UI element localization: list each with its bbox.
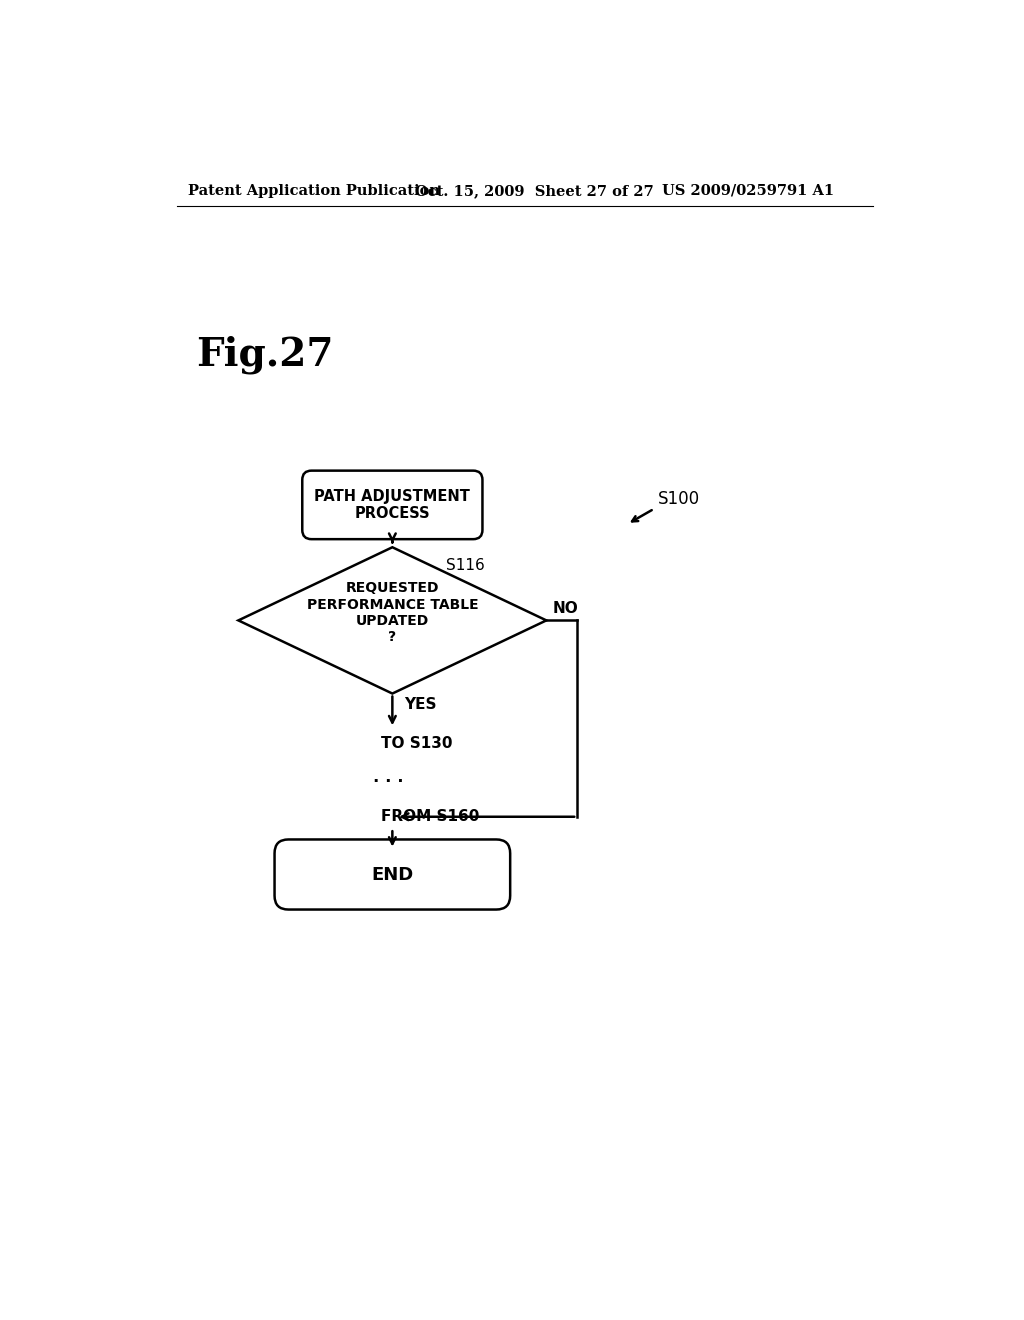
Text: NO: NO <box>553 602 579 616</box>
Text: Patent Application Publication: Patent Application Publication <box>188 183 440 198</box>
Text: PATH ADJUSTMENT
PROCESS: PATH ADJUSTMENT PROCESS <box>314 488 470 521</box>
Text: S116: S116 <box>446 558 485 573</box>
Text: TO S130: TO S130 <box>381 737 453 751</box>
Text: Oct. 15, 2009  Sheet 27 of 27: Oct. 15, 2009 Sheet 27 of 27 <box>416 183 654 198</box>
Text: S100: S100 <box>658 490 700 508</box>
Polygon shape <box>239 548 547 693</box>
Text: FROM S160: FROM S160 <box>381 809 479 824</box>
FancyBboxPatch shape <box>302 471 482 539</box>
Text: Fig.27: Fig.27 <box>196 335 334 374</box>
Text: YES: YES <box>403 697 436 713</box>
Text: END: END <box>372 866 414 883</box>
Text: US 2009/0259791 A1: US 2009/0259791 A1 <box>662 183 834 198</box>
Text: · · ·: · · · <box>373 774 403 791</box>
Text: REQUESTED
PERFORMANCE TABLE
UPDATED
?: REQUESTED PERFORMANCE TABLE UPDATED ? <box>306 581 478 644</box>
FancyBboxPatch shape <box>274 840 510 909</box>
